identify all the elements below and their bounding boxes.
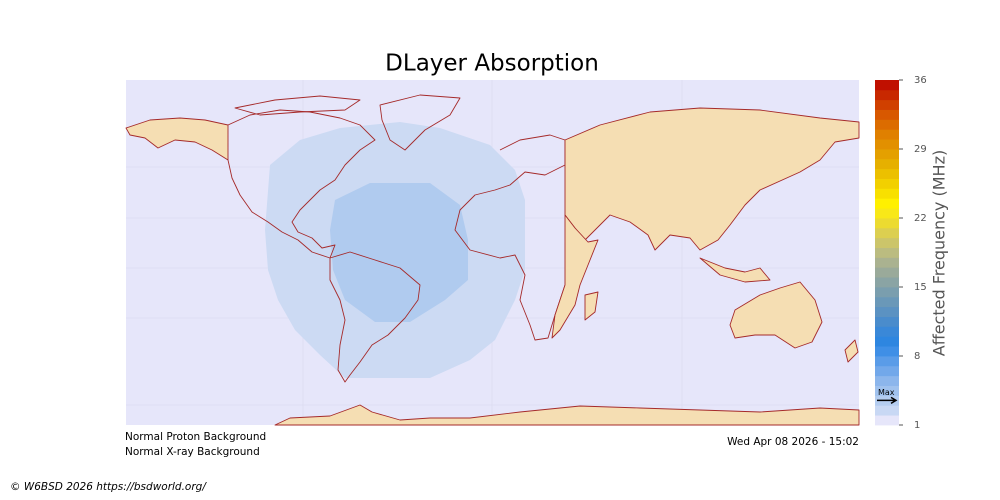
proton-status: Normal Proton Background (125, 431, 266, 443)
credit: © W6BSD 2026 https://bsdworld.org/ (10, 481, 207, 493)
colorbar-tick-label: 8 (914, 351, 920, 362)
land (125, 117, 229, 161)
colorbar-band (875, 89, 899, 101)
colorbar-band (875, 158, 899, 170)
colorbar-tick-label: 22 (914, 213, 927, 224)
colorbar-band (875, 218, 899, 229)
land (551, 214, 599, 339)
colorbar-band (875, 129, 899, 140)
max-label: Max (878, 388, 895, 397)
colorbar-band (875, 316, 899, 327)
colorbar-band (875, 149, 899, 160)
timestamp: Wed Apr 08 2026 - 15:02 (727, 436, 859, 448)
colorbar-tick-label: 29 (914, 144, 927, 155)
map (125, 80, 860, 426)
colorbar-tick-label: 15 (914, 282, 927, 293)
land (274, 404, 860, 426)
colorbar-band (875, 198, 899, 209)
colorbar-band (875, 306, 899, 317)
colorbar-band (875, 346, 899, 357)
colorbar-band (875, 336, 899, 347)
colorbar-band (875, 296, 899, 308)
colorbar-band (875, 168, 899, 179)
coastline (234, 95, 361, 116)
colorbar-band (875, 365, 899, 377)
coastline (227, 109, 376, 259)
colorbar-band (875, 326, 899, 337)
xray-status: Normal X-ray Background (125, 446, 260, 458)
absorption-inner (330, 183, 468, 322)
colorbar-band (875, 415, 899, 426)
colorbar-tick-label: 1 (914, 420, 920, 431)
land (564, 107, 860, 251)
colorbar-band (875, 247, 899, 258)
coastline (379, 94, 461, 151)
colorbar-band (875, 99, 899, 110)
colorbar-band (875, 188, 899, 199)
colorbar-band (875, 405, 899, 416)
colorbar-band (875, 109, 899, 120)
colorbar-label: Affected Frequency (MHz) (930, 150, 949, 356)
title: DLayer Absorption (385, 51, 599, 77)
colorbar-band (875, 227, 899, 239)
colorbar-band (875, 80, 899, 91)
colorbar-band (875, 287, 899, 298)
land (584, 291, 599, 321)
colorbar-band (875, 119, 899, 130)
colorbar-band (875, 385, 899, 396)
colorbar-band (875, 267, 899, 278)
colorbar-tick-label: 36 (914, 75, 927, 86)
land (699, 257, 771, 283)
colorbar-band (875, 356, 899, 367)
coastline (329, 251, 421, 383)
colorbar-band (875, 277, 899, 288)
max-arrow (877, 396, 898, 405)
colorbar-band (875, 257, 899, 268)
colorbar: 1 8 15 22 29 36 Max (875, 75, 927, 431)
land (729, 281, 823, 349)
colorbar-band (875, 208, 899, 219)
colorbar-band (875, 375, 899, 386)
colorbar-band (875, 178, 899, 189)
colorbar-band (875, 237, 899, 248)
colorbar-band (875, 139, 899, 150)
land (844, 339, 859, 363)
